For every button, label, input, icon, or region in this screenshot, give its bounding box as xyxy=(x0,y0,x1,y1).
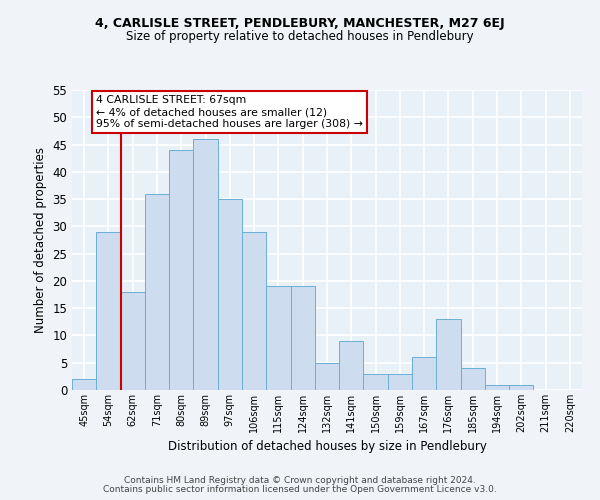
Bar xyxy=(145,194,169,390)
Bar xyxy=(485,384,509,390)
Bar xyxy=(121,292,145,390)
Bar xyxy=(96,232,121,390)
Bar xyxy=(315,362,339,390)
Bar xyxy=(339,341,364,390)
Text: Contains public sector information licensed under the Open Government Licence v3: Contains public sector information licen… xyxy=(103,485,497,494)
Y-axis label: Number of detached properties: Number of detached properties xyxy=(34,147,47,333)
Bar xyxy=(436,319,461,390)
Text: Contains HM Land Registry data © Crown copyright and database right 2024.: Contains HM Land Registry data © Crown c… xyxy=(124,476,476,485)
Bar xyxy=(412,358,436,390)
Bar xyxy=(72,379,96,390)
Bar xyxy=(290,286,315,390)
Bar xyxy=(388,374,412,390)
Bar xyxy=(169,150,193,390)
Text: Size of property relative to detached houses in Pendlebury: Size of property relative to detached ho… xyxy=(126,30,474,43)
Bar xyxy=(509,384,533,390)
Bar xyxy=(461,368,485,390)
Text: 4, CARLISLE STREET, PENDLEBURY, MANCHESTER, M27 6EJ: 4, CARLISLE STREET, PENDLEBURY, MANCHEST… xyxy=(95,18,505,30)
Bar xyxy=(193,139,218,390)
Text: 4 CARLISLE STREET: 67sqm
← 4% of detached houses are smaller (12)
95% of semi-de: 4 CARLISLE STREET: 67sqm ← 4% of detache… xyxy=(96,96,363,128)
Bar xyxy=(364,374,388,390)
Bar xyxy=(266,286,290,390)
Bar xyxy=(218,199,242,390)
Bar xyxy=(242,232,266,390)
X-axis label: Distribution of detached houses by size in Pendlebury: Distribution of detached houses by size … xyxy=(167,440,487,454)
